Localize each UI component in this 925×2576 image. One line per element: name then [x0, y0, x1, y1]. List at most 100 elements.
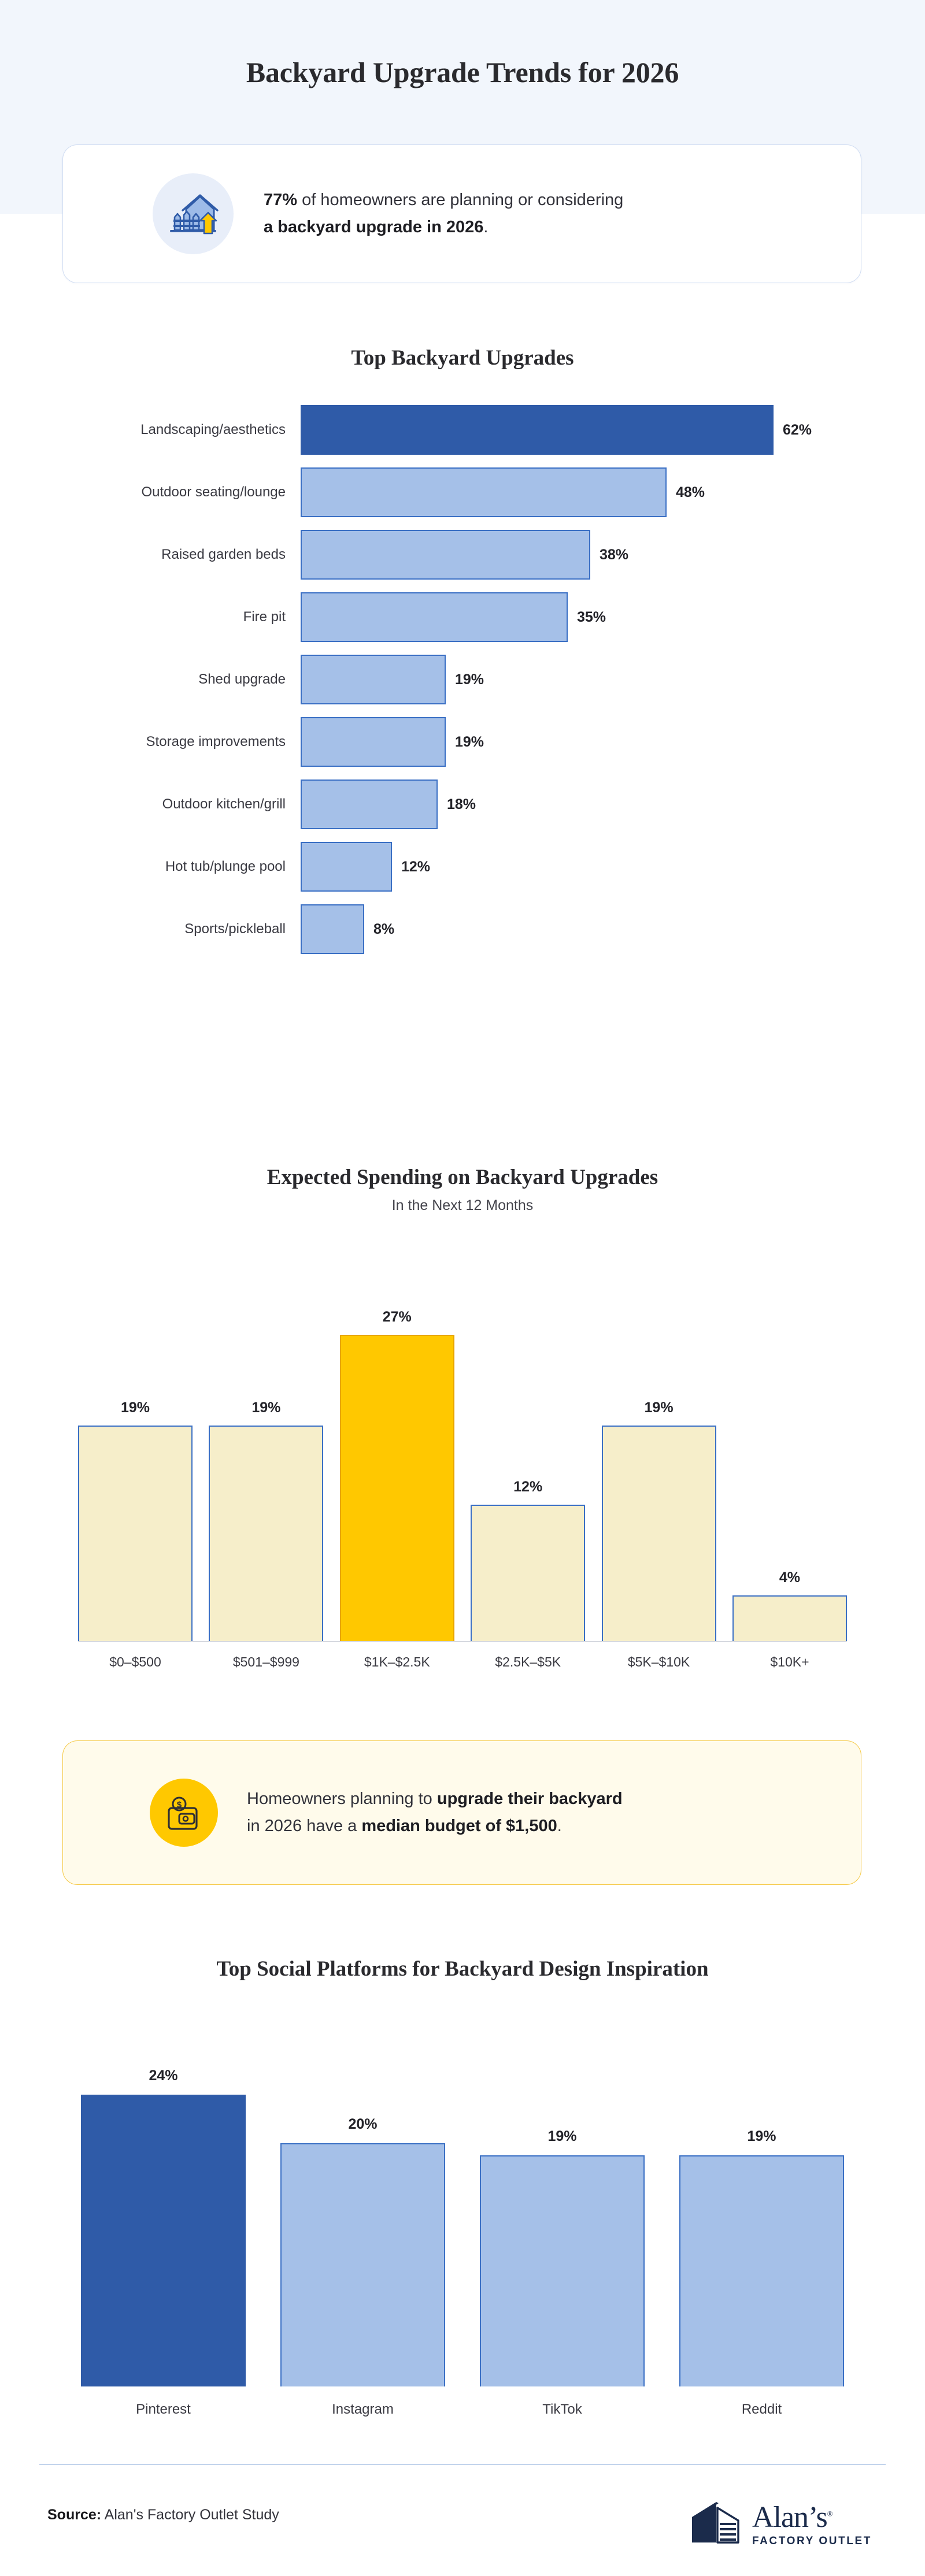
section-subtitle-expected-spending: In the Next 12 Months [391, 1197, 534, 1213]
section-title-social-platforms: Top Social Platforms for Backyard Design… [216, 1957, 709, 1981]
horizontal-bar-row: Shed upgrade 19% [0, 648, 925, 711]
bar-value-label: 38% [600, 546, 629, 563]
horizontal-bar-row: Hot tub/plunge pool 12% [0, 836, 925, 898]
bar-category-label: Outdoor seating/lounge [141, 484, 286, 500]
x-axis-tick-label: $2.5K–$5K [495, 1654, 561, 1669]
bar-value-label: 19% [455, 733, 484, 750]
hero-stat-line1: of homeowners are planning or considerin… [297, 191, 624, 210]
registered-trademark-icon: ® [827, 2509, 833, 2518]
brand-wordmark: Alan’s® FACTORY OUTLET [752, 2500, 872, 2547]
horizontal-bar [301, 842, 392, 892]
x-axis-tick-label: TikTok [542, 2401, 582, 2417]
horizontal-bar [301, 655, 446, 704]
hero-stat-value: 77% [264, 191, 298, 210]
callout-line2-tail: . [557, 1817, 562, 1835]
bar-value-label: 8% [373, 920, 395, 937]
x-axis-tick-label: Reddit [741, 2401, 782, 2417]
bar-value-label: 4% [779, 1569, 801, 1586]
social-bar-column: 19% [679, 2005, 844, 2386]
bar-value-label: 48% [676, 484, 705, 500]
vertical-bar [480, 2155, 645, 2386]
hero-stat-line2-tail: . [483, 218, 489, 236]
vertical-bar [679, 2155, 844, 2386]
footer-divider [39, 2464, 886, 2465]
x-axis-tick-label: Instagram [332, 2401, 394, 2417]
wallet-coin-icon: $ [150, 1779, 218, 1847]
vertical-bar [78, 1426, 193, 1641]
social-platforms-bar-chart: 24% 20% 19% 19% Pinterest Instagram TikTok Red… [0, 2005, 925, 2417]
spending-bar-column: 19% [78, 1237, 193, 1641]
spending-bars-container: 19% 19% 27% 12% 19% 4% [78, 1237, 847, 1641]
source-value: Alan's Factory Outlet Study [101, 2507, 279, 2523]
bar-value-label: 35% [577, 608, 606, 625]
horizontal-bar [301, 530, 590, 580]
house-fence-up-arrow-icon [153, 173, 234, 254]
callout-line2-bold: median budget of $1,500 [361, 1817, 557, 1835]
hero-stat-line2-bold: a backyard upgrade in 2026 [264, 218, 484, 236]
bar-category-label: Storage improvements [146, 734, 286, 749]
horizontal-bar-row: Landscaping/aesthetics 62% [0, 399, 925, 461]
social-bars-container: 24% 20% 19% 19% [81, 2005, 844, 2386]
bar-value-label: 19% [120, 1400, 150, 1416]
horizontal-bar-row: Storage improvements 19% [0, 711, 925, 773]
horizontal-bar-row: Outdoor kitchen/grill 18% [0, 773, 925, 836]
social-bar-column: 19% [480, 2005, 645, 2386]
horizontal-bar [301, 467, 667, 517]
section-title-top-upgrades: Top Backyard Upgrades [351, 346, 574, 370]
bar-category-label: Outdoor kitchen/grill [162, 796, 286, 812]
page-title: Backyard Upgrade Trends for 2026 [246, 56, 679, 88]
bar-value-label: 18% [447, 796, 476, 812]
x-axis-tick-label: $10K+ [770, 1654, 809, 1669]
horizontal-bar-row: Outdoor seating/lounge 48% [0, 461, 925, 524]
vertical-bar [81, 2095, 246, 2386]
callout-line1-lead: Homeowners planning to [247, 1790, 437, 1809]
bar-value-label: 19% [251, 1400, 281, 1416]
bar-value-label: 62% [783, 421, 812, 438]
section-title-expected-spending: Expected Spending on Backyard Upgrades [267, 1165, 658, 1189]
hero-stat-text: 77% of homeowners are planning or consid… [264, 187, 623, 241]
horizontal-bar [301, 780, 438, 829]
bar-category-label: Fire pit [243, 609, 286, 625]
horizontal-bar-row: Fire pit 35% [0, 586, 925, 648]
source-note: Source: Alan's Factory Outlet Study [47, 2507, 279, 2523]
horizontal-bar [301, 592, 568, 642]
spending-x-axis: $0–$500 $501–$999 $1K–$2.5K $2.5K–$5K $5K–$1… [78, 1641, 847, 1670]
vertical-bar [209, 1426, 324, 1641]
bar-category-label: Shed upgrade [198, 671, 286, 687]
brand-logo: Alan’s® FACTORY OUTLET [690, 2500, 872, 2549]
callout-line2-lead: in 2026 have a [247, 1817, 362, 1835]
vertical-bar [339, 1335, 454, 1641]
bar-category-label: Hot tub/plunge pool [165, 859, 286, 874]
spending-bar-column: 27% [339, 1237, 454, 1641]
bar-value-label: 19% [644, 1400, 674, 1416]
vertical-bar [280, 2143, 445, 2386]
bar-category-label: Raised garden beds [161, 547, 286, 562]
horizontal-bar [301, 717, 446, 767]
brand-name: Alan’s® [752, 2500, 872, 2534]
horizontal-bar-row: Sports/pickleball 8% [0, 898, 925, 960]
horizontal-bar [301, 405, 774, 455]
x-axis-tick-label: $1K–$2.5K [364, 1654, 430, 1669]
x-axis-tick-label: $501–$999 [232, 1654, 299, 1669]
bar-value-label: 19% [455, 671, 484, 688]
callout-line1-bold: upgrade their backyard [436, 1790, 623, 1809]
bar-value-label: 27% [382, 1309, 412, 1325]
brand-name-text: Alan’s [752, 2500, 828, 2534]
top-upgrades-bar-chart: Landscaping/aesthetics 62% Outdoor seating… [0, 399, 925, 960]
hero-stat-card: 77% of homeowners are planning or consid… [62, 144, 861, 283]
x-axis-tick-label: $0–$500 [109, 1654, 161, 1669]
svg-text:$: $ [177, 1800, 182, 1810]
bar-value-label: 19% [747, 2128, 776, 2144]
spending-bar-column: 19% [601, 1237, 716, 1641]
social-bar-column: 20% [280, 2005, 445, 2386]
vertical-bar [471, 1505, 586, 1641]
spending-bar-column: 19% [209, 1237, 324, 1641]
bar-value-label: 12% [401, 858, 431, 875]
social-x-axis: Pinterest Instagram TikTok Reddit [81, 2386, 844, 2418]
expected-spending-bar-chart: 19% 19% 27% 12% 19% 4% $0–$500 $501–$999 $1K–$2… [0, 1237, 925, 1669]
horizontal-bar-row: Raised garden beds 38% [0, 524, 925, 586]
brand-tagline: FACTORY OUTLET [752, 2534, 872, 2547]
median-budget-text: Homeowners planning to upgrade their bac… [247, 1786, 623, 1840]
vertical-bar [732, 1595, 847, 1641]
bar-value-label: 20% [348, 2116, 378, 2132]
